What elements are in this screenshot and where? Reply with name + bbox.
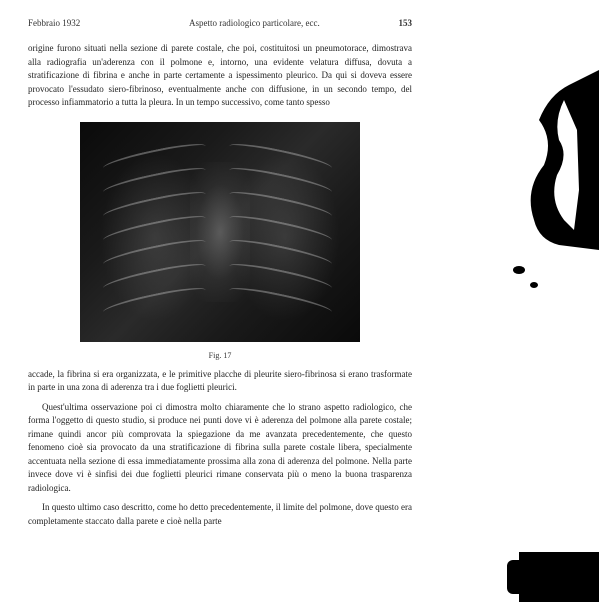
header-title: Aspetto radiologico particolare, ecc. — [80, 18, 398, 28]
paragraph-2: accade, la fibrina si era organizzata, e… — [28, 368, 412, 395]
artifact-shape-icon — [499, 70, 599, 500]
page-header: Febbraio 1932 Aspetto radiologico partic… — [28, 18, 412, 28]
paragraph-1: origine furono situati nella sezione di … — [28, 42, 412, 110]
figure-caption: Fig. 17 — [28, 351, 412, 360]
paragraph-4: In questo ultimo caso descritto, come ho… — [28, 501, 412, 528]
paragraph-3: Quest'ultima osservazione poi ci dimostr… — [28, 401, 412, 496]
scan-artifact-right — [499, 70, 599, 500]
header-page-number: 153 — [399, 18, 413, 28]
figure-container: Fig. 17 — [28, 122, 412, 360]
scan-artifact-bottom — [519, 552, 599, 602]
document-page: Febbraio 1932 Aspetto radiologico partic… — [0, 0, 440, 528]
xray-figure — [80, 122, 360, 342]
xray-ribs-left — [102, 150, 212, 320]
header-date: Febbraio 1932 — [28, 18, 80, 28]
xray-ribs-right — [228, 150, 338, 320]
